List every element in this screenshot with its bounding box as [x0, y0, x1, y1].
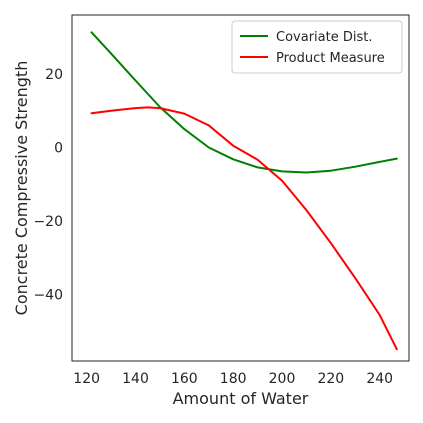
plot-frame	[71, 14, 410, 362]
x-tick-label: 180	[220, 371, 247, 387]
x-tick-label: 240	[366, 371, 393, 387]
y-tick-label: −40	[33, 288, 63, 304]
plot-content	[90, 31, 398, 351]
legend: Covariate Dist. Product Measure	[231, 20, 403, 74]
x-tick-label: 160	[171, 371, 198, 387]
series-line-1	[90, 31, 398, 174]
legend-label: Covariate Dist.	[276, 30, 372, 45]
x-tick-label: 120	[73, 371, 100, 387]
x-tick-label: 220	[317, 371, 344, 387]
y-axis-ticks: 20 0 −20 −40	[33, 67, 63, 304]
x-axis-title: Amount of Water	[173, 389, 309, 408]
legend-label: Product Measure	[276, 51, 385, 66]
y-tick-label: 0	[54, 141, 63, 157]
legend-box	[231, 20, 403, 74]
y-tick-label: 20	[45, 67, 63, 83]
x-axis-ticks: 120 140 160 180 200 220 240	[73, 371, 393, 387]
y-axis-title: Concrete Compressive Strength	[12, 61, 31, 316]
x-tick-label: 140	[122, 371, 149, 387]
x-tick-label: 200	[269, 371, 296, 387]
y-tick-label: −20	[33, 214, 63, 230]
series-line-2	[90, 106, 398, 351]
